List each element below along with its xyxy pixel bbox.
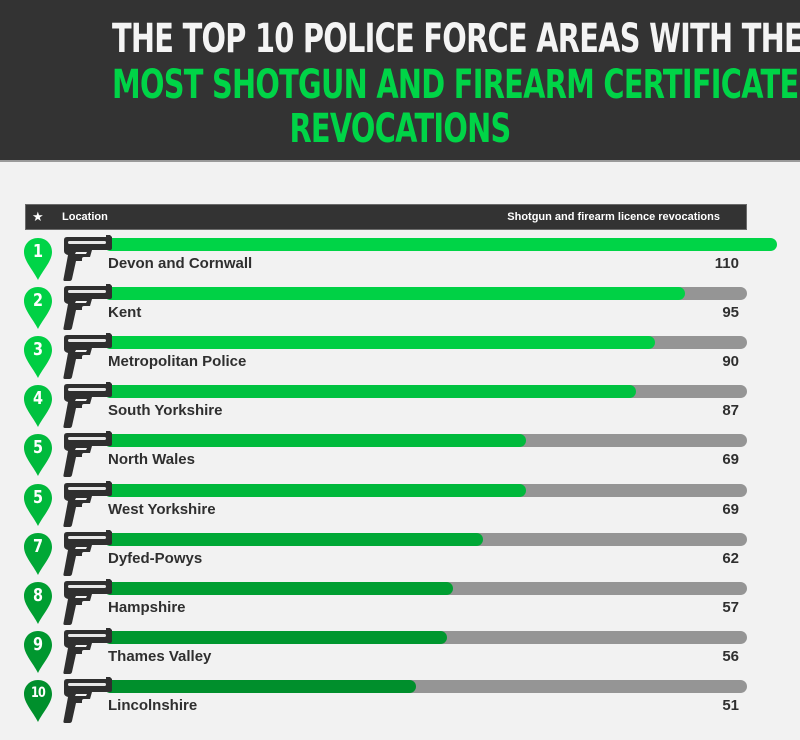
rank-pin-icon: 7 [23,532,53,576]
revocations-value: 95 [722,304,739,322]
location-label: Devon and Cornwall [108,255,253,272]
table-row: 5 West Yorkshire 69 [0,480,800,533]
revocations-value: 87 [722,402,739,420]
pistol-icon [63,431,112,478]
bar-fill [104,679,417,693]
rank-pin-icon: 5 [23,433,53,477]
revocations-value: 62 [722,549,739,567]
title-line-3: REVOCATIONS [289,106,511,152]
title-banner: THE TOP 10 POLICE FORCE AREAS WITH THE M… [0,0,800,162]
pistol-icon [63,627,112,674]
pistol-icon [63,676,112,723]
rank-number: 5 [32,486,44,508]
table-row: 9 Thames Valley 56 [0,627,800,680]
rank-number: 5 [32,437,44,459]
table-row: 10 Lincolnshire 51 [0,676,800,729]
rank-pin-icon: 2 [23,286,53,330]
pistol-icon [63,333,112,380]
pistol-icon [63,284,112,331]
table-row: 1 Devon and Cornwall 110 [0,235,800,287]
revocations-value: 51 [722,696,739,714]
pistol-icon [63,529,112,576]
location-label: West Yorkshire [108,500,216,518]
rank-number: 8 [32,584,44,606]
location-label: Lincolnshire [108,696,198,714]
bar-fill [104,630,447,644]
rank-pin-icon: 9 [23,630,53,674]
location-label: North Wales [108,451,195,469]
pistol-icon [63,382,112,429]
rank-number: 2 [32,290,44,312]
title-line-2: MOST SHOTGUN AND FIREARM CERTIFICATE [112,62,799,108]
revocations-value: 90 [722,353,739,371]
table-row: 4 South Yorkshire 87 [0,382,800,434]
revocations-value: 57 [722,598,739,616]
bar-fill [104,238,777,251]
rank-number: 1 [32,241,44,262]
rank-number: 3 [32,339,44,361]
pistol-icon [63,235,112,281]
location-label: Kent [108,304,142,322]
pistol-icon [63,578,112,625]
table-row: 8 Hampshire 57 [0,578,800,631]
location-label: Dyfed-Powys [108,549,203,567]
star-icon: ★ [32,209,44,224]
bar-fill [104,532,484,546]
location-label: Hampshire [108,598,186,616]
location-label: Thames Valley [108,647,212,665]
bar-fill [104,336,655,350]
rank-pin-icon: 1 [23,237,53,281]
bar-fill [104,483,527,497]
bar-fill [104,581,453,595]
table-row: 2 Kent 95 [0,284,800,336]
revocations-value: 56 [722,647,739,665]
column-header-location: Location [62,211,108,223]
rank-pin-icon: 8 [23,581,53,625]
rank-pin-icon: 10 [23,679,53,723]
table-row: 3 Metropolitan Police 90 [0,333,800,385]
bar-fill [104,385,637,399]
rank-number: 9 [32,633,44,655]
revocations-value: 69 [722,500,739,518]
rank-pin-icon: 4 [23,384,53,428]
title-line-1: THE TOP 10 POLICE FORCE AREAS WITH THE [112,16,800,62]
rank-number: 7 [32,535,44,557]
column-header-revocations: Shotgun and firearm licence revocations [507,211,720,223]
revocations-value: 110 [714,255,739,272]
bar-fill [104,287,686,301]
bar-fill [104,434,527,448]
rank-pin-icon: 5 [23,483,53,527]
table-row: 7 Dyfed-Powys 62 [0,529,800,582]
location-label: Metropolitan Police [108,353,247,371]
rank-number: 4 [32,388,44,410]
rank-pin-icon: 3 [23,335,53,379]
table-header: ★ Location Shotgun and firearm licence r… [25,204,747,230]
location-label: South Yorkshire [108,402,223,420]
table-row: 5 North Wales 69 [0,431,800,483]
rank-number: 10 [31,684,46,701]
revocations-value: 69 [722,451,739,469]
pistol-icon [63,480,112,527]
